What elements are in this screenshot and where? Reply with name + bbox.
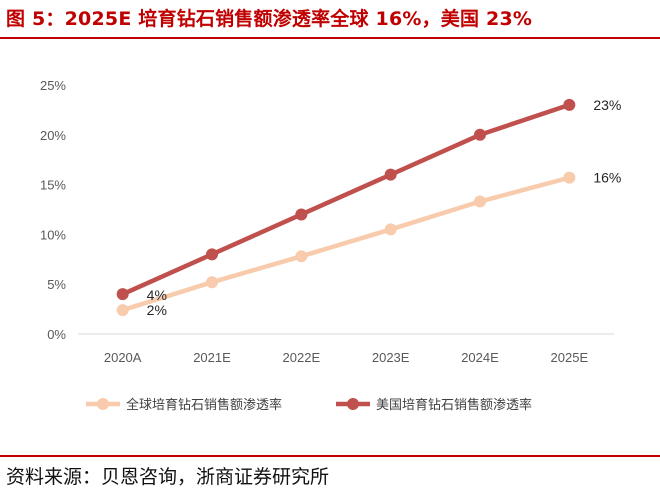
data-label: 4%	[147, 287, 167, 303]
data-point	[474, 128, 486, 141]
data-point	[384, 223, 397, 236]
x-tick-label: 2021E	[193, 350, 231, 365]
y-tick-label: 5%	[47, 277, 66, 292]
title-divider	[0, 37, 660, 39]
series-line-0	[120, 175, 572, 313]
x-tick-label: 2020A	[104, 350, 142, 365]
y-tick-label: 10%	[40, 227, 66, 242]
legend-swatch-marker	[347, 398, 359, 410]
data-point	[295, 208, 308, 221]
y-tick-label: 15%	[40, 178, 66, 193]
x-tick-label: 2022E	[283, 350, 321, 365]
y-axis: 0% 5% 10% 15% 20% 25%	[40, 78, 66, 342]
x-tick-label: 2024E	[461, 350, 499, 365]
y-tick-label: 25%	[40, 78, 66, 93]
source-divider	[0, 455, 660, 457]
series-line-1	[120, 102, 572, 297]
line-chart: 0%5%10%15%20%25% 2020A 2021E 2022E 2023E 202…	[40, 78, 622, 413]
data-point	[116, 288, 129, 301]
legend: 全球培育钻石销售额渗透率 美国培育钻石销售额渗透率	[86, 397, 532, 413]
y-tick-label: 20%	[40, 128, 66, 143]
legend-label: 全球培育钻石销售额渗透率	[126, 397, 282, 413]
legend-label: 美国培育钻石销售额渗透率	[376, 397, 532, 413]
page-title: 图 5：2025E 培育钻石销售额渗透率全球 16%，美国 23%	[6, 8, 533, 30]
data-point	[384, 168, 397, 181]
y-tick-label: 0%	[47, 327, 66, 342]
x-axis: 2020A 2021E 2022E 2023E 2024E 2025E	[78, 333, 614, 365]
data-point	[474, 195, 486, 208]
data-point	[206, 276, 218, 289]
source-note: 资料来源：贝恩咨询，浙商证券研究所	[6, 466, 330, 488]
data-point	[116, 304, 129, 317]
data-label: 23%	[593, 97, 621, 113]
data-labels: 2% 16% 4% 23%	[147, 97, 622, 318]
data-label: 2%	[147, 302, 167, 318]
x-tick-label: 2025E	[551, 350, 589, 365]
legend-swatch-marker	[97, 398, 109, 410]
data-point	[563, 171, 576, 184]
data-point	[206, 248, 218, 261]
data-label: 16%	[593, 170, 621, 186]
data-point	[563, 98, 576, 111]
series-layer	[116, 98, 576, 317]
x-tick-label: 2023E	[372, 350, 410, 365]
data-point	[295, 250, 308, 263]
